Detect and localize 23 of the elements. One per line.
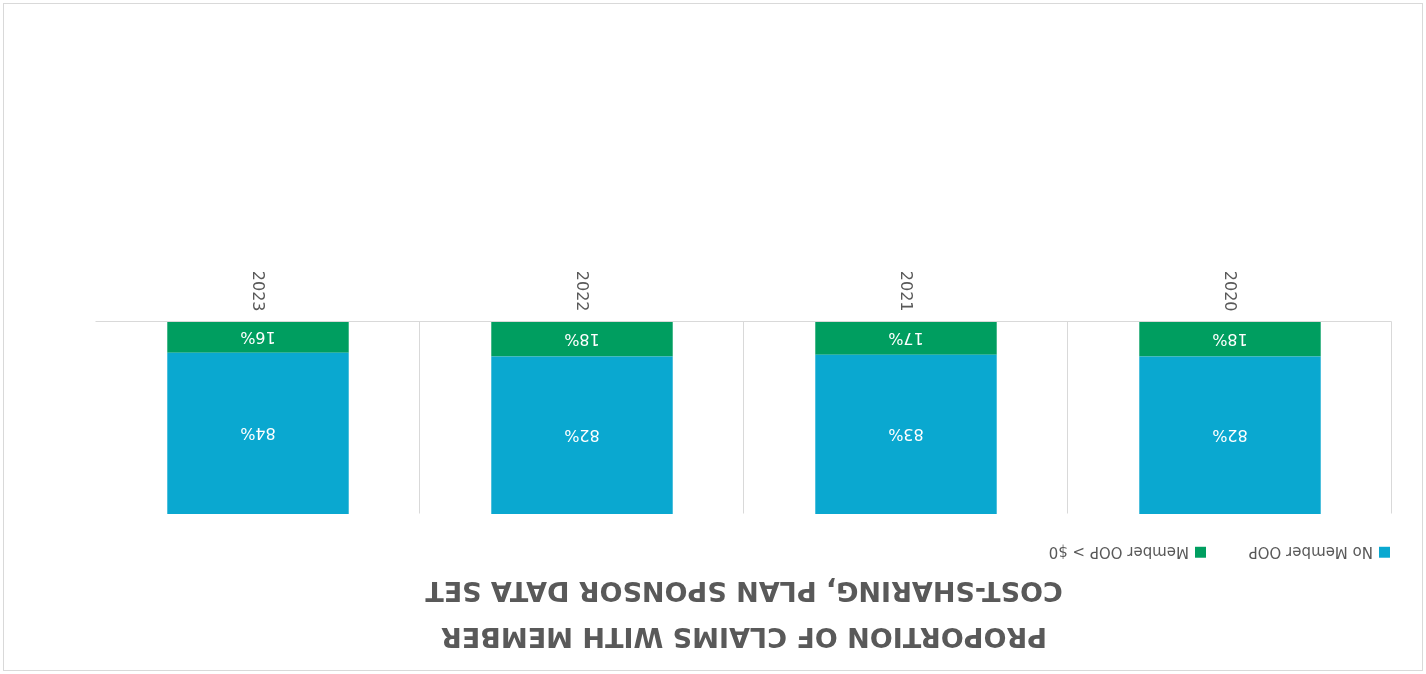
data-label: 17%: [888, 329, 924, 349]
bar: [1139, 322, 1321, 357]
legend-label: Member OOP > $0: [1048, 543, 1189, 562]
data-label: 83%: [888, 425, 924, 445]
legend-label: No Member OOP: [1248, 543, 1373, 562]
bar: [167, 352, 349, 514]
x-tick-label: 2020: [1221, 270, 1240, 312]
data-label: 82%: [564, 426, 600, 446]
text: PROPORTION OF CLAIMS WITH MEMBER COST-SHARING, PLAN SPONSOR DATA SET: [424, 576, 1063, 653]
data-label: 82%: [1212, 426, 1248, 446]
bar: [491, 322, 673, 357]
bar: [1139, 356, 1321, 514]
x-tick-label: 2021: [897, 270, 916, 312]
data-label: 18%: [564, 330, 600, 350]
bar: [815, 322, 997, 355]
data-label: 18%: [1212, 330, 1248, 350]
data-label: 84%: [240, 424, 276, 444]
bar: [167, 322, 349, 353]
x-tick-label: 2023: [249, 270, 268, 312]
data-label: 16%: [240, 328, 276, 348]
x-tick-label: 2022: [573, 270, 592, 312]
bar: [491, 356, 673, 514]
bar: [815, 354, 997, 514]
